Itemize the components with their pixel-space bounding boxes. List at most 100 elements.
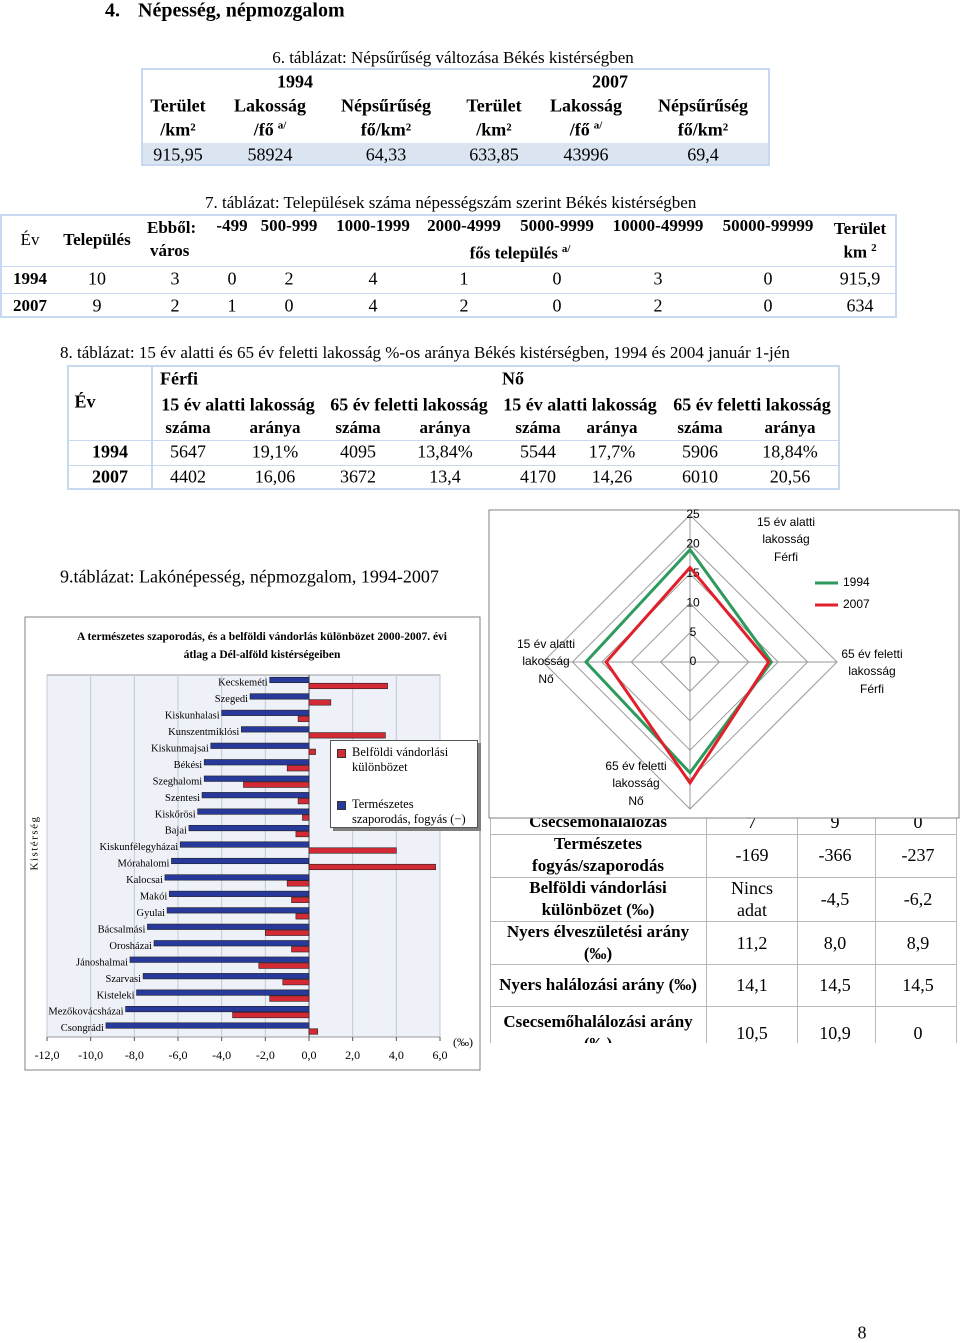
axis-label: 65 év feletti bbox=[605, 758, 667, 773]
cell: 5647 bbox=[170, 441, 206, 462]
cell: 14,5 bbox=[902, 975, 934, 995]
cell: 16,06 bbox=[254, 466, 296, 487]
category-label: Orosházai bbox=[109, 941, 152, 952]
column-header: aránya bbox=[764, 418, 816, 438]
table7-row-line bbox=[2, 293, 895, 294]
header-text: 5000-9999 bbox=[520, 216, 594, 236]
row-label: Természetes fogyás/szaporodás bbox=[532, 834, 664, 875]
category-label: Szeghalomi bbox=[153, 776, 203, 787]
cell: 10,5 bbox=[736, 1023, 768, 1043]
column-header: száma bbox=[515, 418, 561, 438]
header-text: 1000-1999 bbox=[336, 216, 410, 236]
bar bbox=[297, 715, 310, 722]
r-tick-label: 25 bbox=[686, 507, 700, 521]
legend-entry: Természetes szaporodás, fogyás (−) bbox=[337, 797, 473, 827]
cell: 18,84% bbox=[762, 441, 818, 462]
x-tick-label: 0,0 bbox=[302, 1048, 317, 1062]
y-axis-title: Kistérség bbox=[29, 815, 41, 870]
header-text: Település bbox=[63, 230, 131, 250]
row-year: 1994 bbox=[92, 441, 128, 462]
row-label: Csecsemőhalálozási arány (‰) bbox=[503, 1012, 693, 1043]
table6-data-row bbox=[143, 143, 768, 164]
table7-frame bbox=[0, 214, 897, 318]
cell: 1 bbox=[227, 295, 237, 316]
cell: 4 bbox=[368, 295, 378, 316]
bar bbox=[171, 857, 310, 865]
axis-label: Férfi bbox=[860, 681, 884, 696]
cell: 13,84% bbox=[417, 441, 473, 462]
group-header: Férfi bbox=[160, 368, 198, 389]
header-cell: fős település a/ bbox=[470, 243, 571, 263]
table9-line bbox=[490, 1006, 957, 1007]
bar bbox=[286, 880, 310, 887]
bar bbox=[142, 973, 310, 980]
header-text: 2000-4999 bbox=[427, 216, 501, 236]
x-tick-label: -2,0 bbox=[256, 1048, 275, 1062]
bar bbox=[168, 890, 310, 897]
category-label: Szarvasi bbox=[105, 974, 141, 985]
bar bbox=[164, 874, 310, 881]
cell: 17,7% bbox=[588, 441, 636, 462]
category-label: Kalocsai bbox=[126, 875, 163, 886]
category-label: Mórahalomi bbox=[118, 859, 170, 870]
bar bbox=[295, 831, 310, 838]
legend-label: 1994 bbox=[843, 575, 870, 589]
column-header: aránya bbox=[586, 418, 638, 438]
header-cell: /fő a/ bbox=[570, 120, 603, 141]
row-year: 2007 bbox=[92, 466, 128, 487]
bar bbox=[203, 775, 310, 782]
cell: 4095 bbox=[340, 441, 376, 462]
bar bbox=[308, 748, 316, 755]
row-label: Nyers halálozási arány (‰) bbox=[499, 975, 697, 994]
axis-label: 65 év feletti bbox=[841, 646, 903, 661]
header-text: Lakosság bbox=[549, 95, 623, 116]
table-caption: 7. táblázat: Települések száma népességs… bbox=[205, 193, 697, 213]
cell: 8,0 bbox=[823, 933, 847, 953]
subgroup-header: 15 év alatti lakosság bbox=[503, 394, 657, 415]
subgroup-header: 65 év feletti lakosság bbox=[330, 394, 488, 415]
x-tick-label: -8,0 bbox=[125, 1048, 144, 1062]
bar bbox=[136, 989, 310, 996]
cell: 0 bbox=[763, 268, 773, 289]
section-title: Népesség, népmozgalom bbox=[138, 0, 345, 22]
axis-label: lakosság bbox=[762, 532, 810, 547]
header-text: Év bbox=[74, 391, 96, 412]
table8-frame bbox=[67, 365, 840, 490]
bar bbox=[258, 962, 310, 969]
bar bbox=[153, 940, 310, 947]
category-label: Kiskunfélegyházai bbox=[99, 842, 178, 853]
header-text: Népsűrűség bbox=[340, 95, 432, 116]
axis-label: lakosság bbox=[612, 776, 660, 791]
category-label: Kisteleki bbox=[97, 990, 135, 1001]
header-text: /km² bbox=[476, 119, 512, 140]
axis-label: 15 év alatti bbox=[516, 636, 576, 651]
cell: 0 bbox=[913, 1023, 923, 1043]
table9-line bbox=[490, 921, 957, 922]
header-text: város bbox=[150, 241, 190, 261]
x-tick-label: -12,0 bbox=[35, 1048, 60, 1062]
axis-label: Nő bbox=[538, 671, 554, 686]
cell: 14,5 bbox=[819, 975, 851, 995]
table9-line bbox=[490, 964, 957, 965]
category-label: Kiskunhalasi bbox=[165, 711, 220, 722]
category-label: Kunszentmiklósi bbox=[168, 727, 239, 738]
year-header: 1994 bbox=[277, 71, 313, 92]
bar bbox=[291, 896, 310, 903]
header-note: a/ bbox=[561, 242, 571, 255]
bar bbox=[295, 913, 310, 920]
table9-line bbox=[490, 834, 957, 835]
cell: 4402 bbox=[170, 466, 206, 487]
header-text: 50000-99999 bbox=[722, 216, 814, 236]
legend-label: Természetes szaporodás, fogyás (−) bbox=[352, 797, 466, 826]
category-label: Bajai bbox=[165, 826, 187, 837]
category-label: Makói bbox=[140, 892, 167, 903]
column-header: száma bbox=[335, 418, 381, 438]
cell: -366 bbox=[818, 845, 852, 865]
table8-row-line bbox=[69, 440, 838, 441]
x-tick-label: 4,0 bbox=[389, 1048, 404, 1062]
header-text: Év bbox=[20, 230, 40, 250]
row-year: 1994 bbox=[13, 269, 47, 289]
category-label: Jánoshalmai bbox=[76, 957, 128, 968]
header-note: a/ bbox=[593, 119, 603, 132]
